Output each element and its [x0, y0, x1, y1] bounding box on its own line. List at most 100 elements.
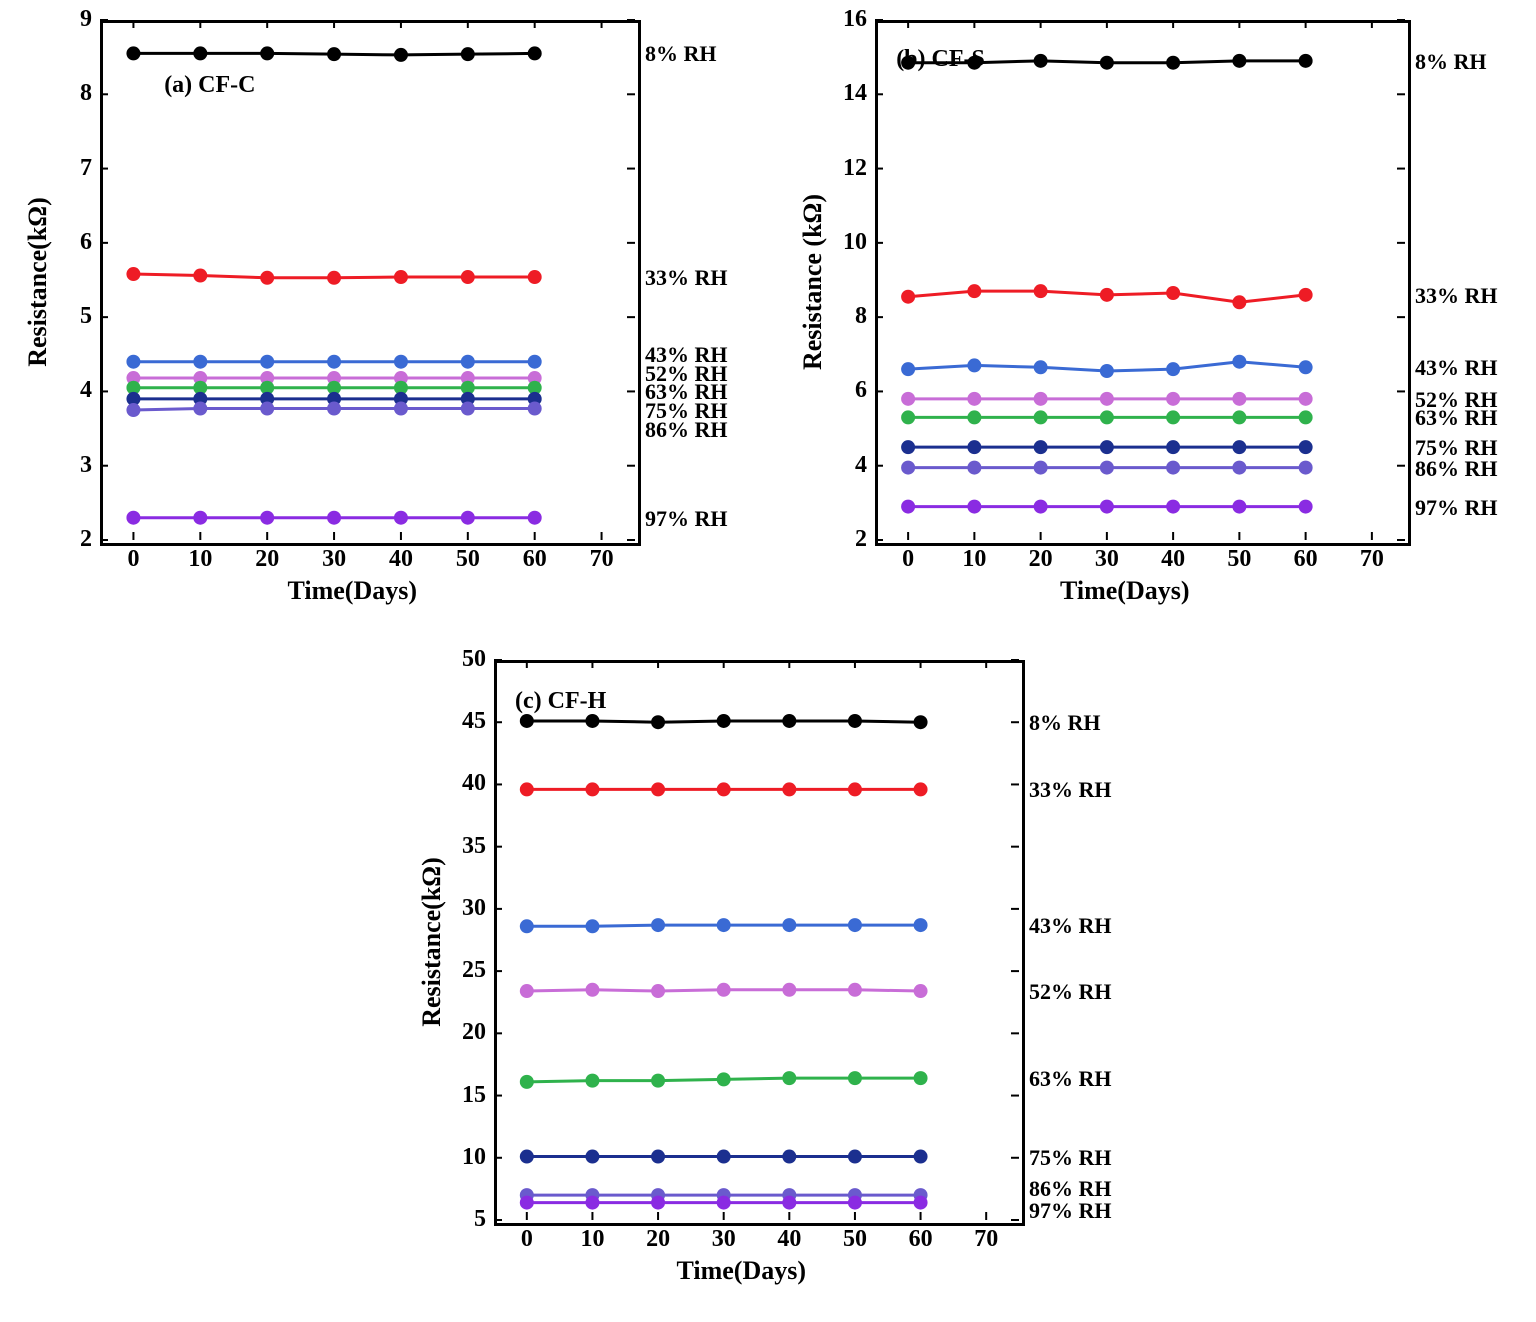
series-marker — [1299, 440, 1313, 454]
series-marker — [848, 714, 862, 728]
series-marker — [193, 355, 207, 369]
series-marker — [585, 983, 599, 997]
x-tick-label: 40 — [386, 546, 416, 573]
series-marker — [782, 1150, 796, 1164]
series-marker — [1100, 410, 1114, 424]
series-marker — [914, 715, 928, 729]
series-marker — [1100, 440, 1114, 454]
figure: 01020304050607023456789Time(Days)Resista… — [0, 0, 1536, 1322]
y-tick-label: 6 — [80, 229, 92, 256]
series-marker — [126, 355, 140, 369]
series-marker — [1232, 500, 1246, 514]
series-marker — [1299, 392, 1313, 406]
series-marker — [1034, 440, 1048, 454]
series-marker — [461, 511, 475, 525]
series-label: 63% RH — [1415, 405, 1498, 431]
series-marker — [967, 461, 981, 475]
series-marker — [394, 402, 408, 416]
series-marker — [528, 402, 542, 416]
series-marker — [1232, 392, 1246, 406]
series-marker — [967, 392, 981, 406]
plot-svg — [770, 0, 1536, 620]
x-tick-label: 10 — [959, 546, 989, 573]
series-marker — [1166, 392, 1180, 406]
x-axis-label: Time(Days) — [677, 1256, 807, 1286]
x-tick-label: 10 — [185, 546, 215, 573]
series-marker — [717, 983, 731, 997]
panel-b: 010203040506070246810121416Time(Days)Res… — [770, 0, 1536, 620]
x-tick-label: 50 — [1224, 546, 1254, 573]
series-marker — [327, 271, 341, 285]
x-tick-label: 70 — [971, 1226, 1001, 1253]
series-marker — [520, 714, 534, 728]
series-marker — [914, 782, 928, 796]
series-marker — [520, 1150, 534, 1164]
series-marker — [717, 1150, 731, 1164]
series-label: 86% RH — [645, 417, 728, 443]
series-marker — [520, 1196, 534, 1210]
y-tick-label: 4 — [855, 452, 867, 479]
series-marker — [327, 47, 341, 61]
series-label: 33% RH — [645, 265, 728, 291]
series-marker — [260, 46, 274, 60]
series-marker — [528, 511, 542, 525]
y-tick-label: 8 — [855, 303, 867, 330]
series-marker — [1034, 410, 1048, 424]
y-axis-label: Resistance (kΩ) — [798, 152, 828, 412]
x-tick-label: 40 — [1158, 546, 1188, 573]
y-tick-label: 5 — [474, 1206, 486, 1233]
x-tick-label: 20 — [252, 546, 282, 573]
series-marker — [901, 440, 915, 454]
x-tick-label: 30 — [319, 546, 349, 573]
series-marker — [1100, 392, 1114, 406]
series-marker — [461, 270, 475, 284]
y-tick-label: 20 — [462, 1019, 486, 1046]
y-tick-label: 40 — [462, 770, 486, 797]
series-marker — [394, 270, 408, 284]
series-marker — [901, 290, 915, 304]
series-marker — [327, 511, 341, 525]
series-marker — [1166, 461, 1180, 475]
series-marker — [585, 1196, 599, 1210]
series-marker — [848, 983, 862, 997]
series-marker — [585, 1074, 599, 1088]
series-marker — [585, 919, 599, 933]
series-marker — [193, 402, 207, 416]
series-label: 33% RH — [1029, 777, 1112, 803]
x-tick-label: 60 — [1291, 546, 1321, 573]
x-axis-label: Time(Days) — [288, 576, 418, 606]
series-marker — [848, 1150, 862, 1164]
y-tick-label: 6 — [855, 377, 867, 404]
series-marker — [1100, 461, 1114, 475]
y-tick-label: 5 — [80, 303, 92, 330]
series-marker — [1232, 54, 1246, 68]
series-label: 43% RH — [1029, 913, 1112, 939]
series-marker — [651, 984, 665, 998]
series-marker — [848, 782, 862, 796]
x-tick-label: 40 — [774, 1226, 804, 1253]
series-marker — [717, 1196, 731, 1210]
series-marker — [967, 358, 981, 372]
x-tick-label: 10 — [577, 1226, 607, 1253]
series-label: 97% RH — [1415, 495, 1498, 521]
series-marker — [1034, 392, 1048, 406]
series-marker — [1166, 56, 1180, 70]
series-marker — [394, 511, 408, 525]
series-marker — [848, 1196, 862, 1210]
panel-a: 01020304050607023456789Time(Days)Resista… — [0, 0, 760, 620]
series-label: 63% RH — [1029, 1066, 1112, 1092]
y-tick-label: 35 — [462, 833, 486, 860]
series-marker — [1166, 440, 1180, 454]
series-marker — [1100, 288, 1114, 302]
series-marker — [1166, 362, 1180, 376]
y-tick-label: 7 — [80, 155, 92, 182]
series-marker — [126, 267, 140, 281]
series-marker — [782, 918, 796, 932]
panel-title: (c) CF-H — [515, 688, 606, 715]
series-marker — [717, 714, 731, 728]
series-marker — [327, 355, 341, 369]
series-marker — [528, 270, 542, 284]
series-marker — [782, 983, 796, 997]
y-tick-label: 50 — [462, 646, 486, 673]
series-marker — [260, 402, 274, 416]
